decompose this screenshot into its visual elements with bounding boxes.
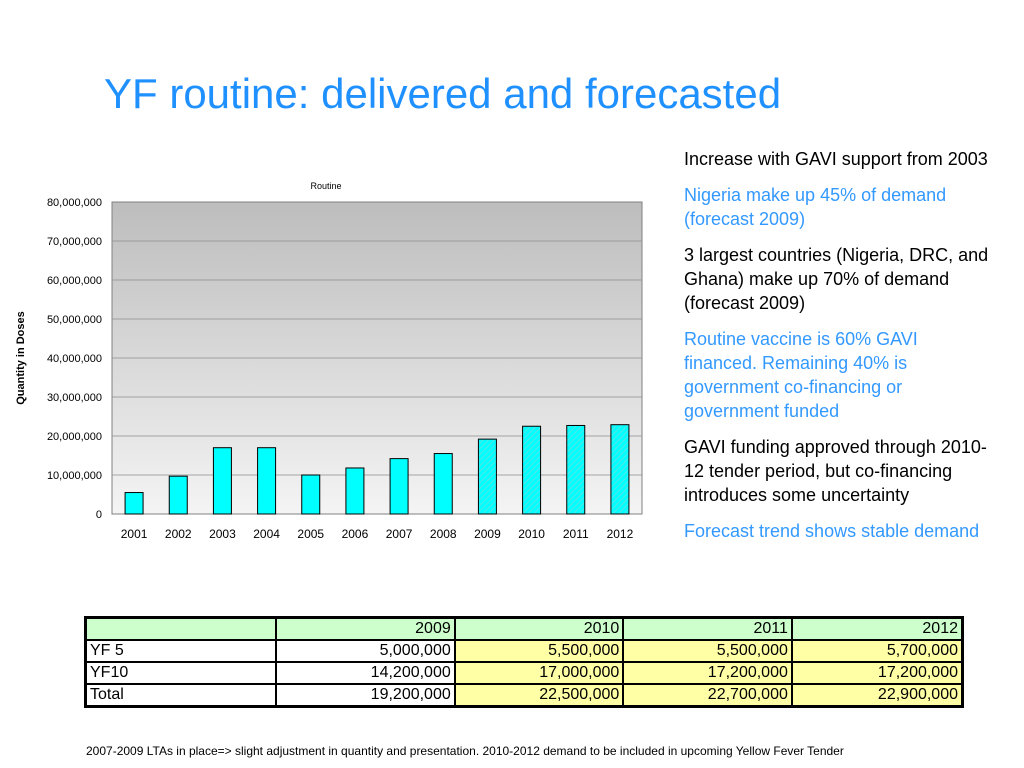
chart-title: Routine: [310, 181, 341, 191]
x-tick-label: 2001: [121, 527, 148, 541]
table-cell: 5,500,000: [622, 639, 793, 663]
table-cell: 19,200,000: [275, 683, 456, 708]
table-header-cell: [84, 616, 278, 641]
table-cell: 17,200,000: [622, 661, 793, 685]
bullet-largest-countries: 3 largest countries (Nigeria, DRC, and G…: [684, 245, 989, 313]
forecast-bar-2012: [610, 424, 630, 515]
table-cell: 17,200,000: [790, 661, 964, 685]
table-row: Total 19,200,000 22,500,000 22,700,000 2…: [84, 683, 964, 708]
page-title: YF routine: delivered and forecasted: [104, 70, 782, 117]
table-header-cell: 2011: [622, 616, 793, 641]
table-cell: 22,900,000: [790, 683, 964, 708]
table-row: YF 5 5,000,000 5,500,000 5,500,000 5,700…: [84, 639, 964, 663]
x-tick-label: 2008: [430, 527, 457, 541]
row-label: YF10: [84, 661, 278, 685]
bullet-financing: Routine vaccine is 60% GAVI financed. Re…: [684, 329, 918, 421]
forecast-bar-2011: [566, 424, 586, 515]
table-header-cell: 2009: [275, 616, 456, 641]
table-header-cell: 2010: [453, 616, 625, 641]
y-tick-label: 30,000,000: [47, 392, 102, 404]
table-cell: 5,500,000: [453, 639, 625, 663]
x-tick-label: 2011: [563, 527, 589, 541]
x-tick-label: 2012: [607, 527, 634, 541]
table-cell: 5,700,000: [790, 639, 964, 663]
x-tick-label: 2010: [518, 527, 545, 541]
table-cell: 5,000,000: [275, 639, 456, 663]
forecast-bar-2010: [522, 425, 542, 515]
row-label: Total: [84, 683, 278, 708]
forecast-bar-2009: [477, 438, 497, 515]
y-tick-label: 50,000,000: [47, 314, 102, 326]
bar-2005: [301, 474, 321, 515]
table-cell: 22,700,000: [622, 683, 793, 708]
x-tick-label: 2004: [253, 527, 280, 541]
bar-2001: [124, 492, 144, 515]
y-tick-label: 60,000,000: [47, 275, 102, 287]
bar-2004: [257, 447, 277, 515]
routine-bar-chart: 0 10,000,000 20,000,000 30,000,000 40,000,00…: [0, 170, 660, 555]
y-tick-label: 80,000,000: [47, 197, 102, 209]
x-tick-label: 2009: [474, 527, 501, 541]
demand-table: 2009 2010 2011 2012 YF 5 5,000,000 5,500…: [84, 616, 964, 708]
bar-2007: [389, 458, 409, 515]
x-tick-label: 2007: [386, 527, 413, 541]
gridlines: [112, 240, 642, 476]
table-row: YF10 14,200,000 17,000,000 17,200,000 17…: [84, 661, 964, 685]
bullet-funding-approval: GAVI funding approved through 2010-12 te…: [684, 437, 987, 505]
table-header-cell: 2012: [790, 616, 964, 641]
bar-2006: [345, 467, 365, 515]
y-tick-label: 0: [96, 509, 102, 521]
table-cell: 17,000,000: [453, 661, 625, 685]
y-tick-label: 10,000,000: [47, 470, 102, 482]
bar-2002: [168, 475, 188, 515]
x-tick-label: 2002: [165, 527, 192, 541]
x-tick-label: 2005: [297, 527, 324, 541]
bullet-gavi-support: Increase with GAVI support from 2003: [684, 149, 988, 169]
table-header-row: 2009 2010 2011 2012: [84, 616, 964, 641]
y-tick-label: 20,000,000: [47, 431, 102, 443]
bar-2003: [212, 447, 232, 515]
footnote: 2007-2009 LTAs in place=> slight adjustm…: [86, 744, 844, 758]
bar-2008: [433, 453, 453, 515]
chart-canvas: 0 10,000,000 20,000,000 30,000,000 40,000,00…: [15, 181, 643, 541]
x-tick-label: 2006: [342, 527, 369, 541]
row-label: YF 5: [84, 639, 278, 663]
bullet-forecast-trend: Forecast trend shows stable demand: [684, 521, 980, 541]
bullet-nigeria-share: Nigeria make up 45% of demand (forecast …: [684, 185, 947, 229]
y-axis-label: Quantity in Doses: [15, 311, 27, 405]
table-cell: 14,200,000: [275, 661, 456, 685]
y-tick-label: 40,000,000: [47, 353, 102, 365]
bullet-list: Increase with GAVI support from 2003 Nig…: [684, 147, 989, 555]
table-cell: 22,500,000: [453, 683, 625, 708]
y-tick-label: 70,000,000: [47, 236, 102, 248]
x-tick-label: 2003: [209, 527, 236, 541]
bars: [124, 424, 630, 515]
axis-labels: 0 10,000,000 20,000,000 30,000,000 40,000,00…: [47, 197, 634, 541]
